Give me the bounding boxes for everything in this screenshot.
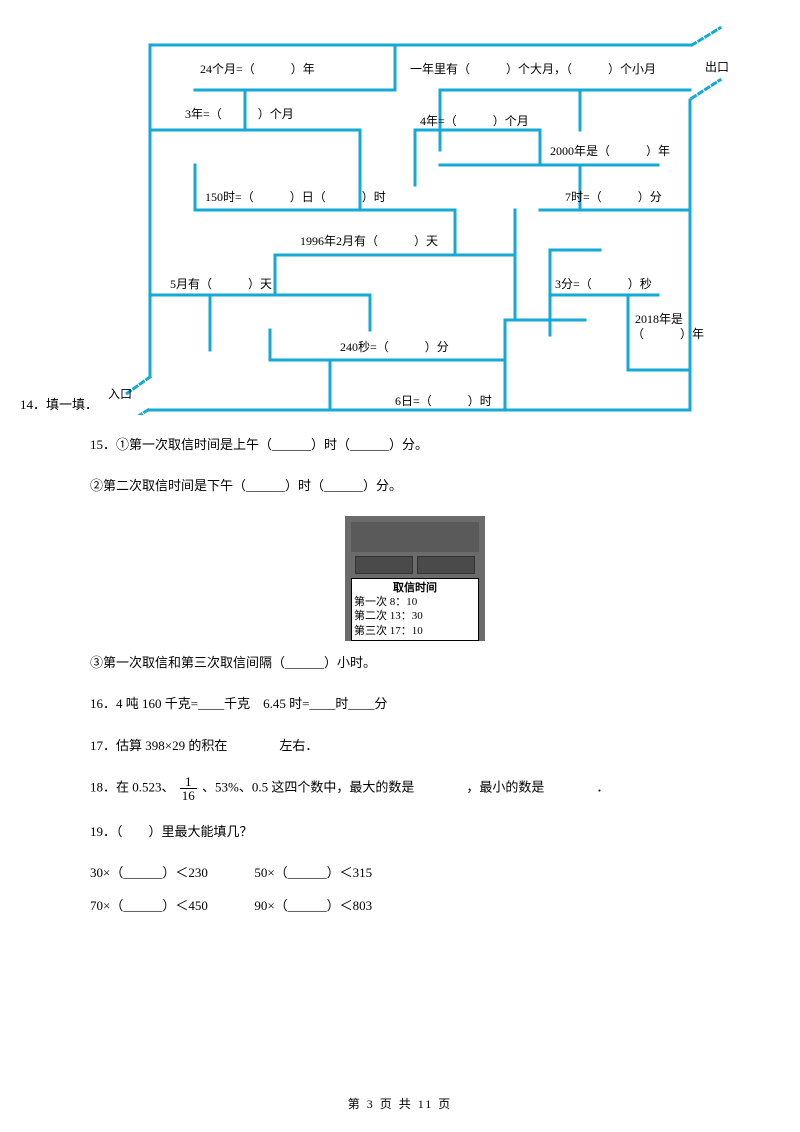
q18-pre: 18．在 0.523、: [90, 780, 175, 795]
q19-head: 19．（ ）里最大能填几？: [90, 820, 740, 843]
maze-svg: [110, 20, 730, 415]
maze-label-3y: 3年=（ ）个月: [185, 105, 294, 122]
maze-label-2018b: （ ）年: [632, 325, 704, 342]
q15-line1: 15．①第一次取信时间是上午（______）时（______）分。: [90, 433, 740, 456]
maze-label-240s: 240秒=（ ）分: [340, 338, 449, 355]
mailbox-title: 取信时间: [354, 581, 476, 595]
mailbox-row: 第一次 8：10: [354, 595, 476, 609]
q19-r2a: 70×（______）＜450: [90, 898, 208, 913]
q19-r1b: 50×（______）＜315: [254, 865, 372, 880]
fraction: 1 16: [180, 775, 197, 802]
mailbox-panel: 取信时间 第一次 8：10 第二次 13：30 第三次 17：10: [351, 578, 479, 641]
q19-r1a: 30×（______）＜230: [90, 865, 208, 880]
page-footer: 第 3 页 共 11 页: [0, 1095, 800, 1112]
maze-label-6d: 6日=（ ）时: [395, 392, 492, 409]
maze-label-year: 一年里有（ ）个大月，（ ）个小月: [410, 60, 656, 77]
mailbox-slot: [355, 556, 413, 574]
mailbox-row: 第三次 17：10: [354, 624, 476, 638]
maze-label-3m: 3分=（ ）秒: [555, 275, 652, 292]
q19-row1: 30×（______）＜230 50×（______）＜315: [90, 862, 740, 881]
q19-row2: 70×（______）＜450 90×（______）＜803: [90, 895, 740, 914]
q15-line3: ③第一次取信和第三次取信间隔（______）小时。: [90, 651, 740, 674]
q18-post: 、53%、0.5 这四个数中，最大的数是 ，最小的数是 ．: [202, 780, 609, 795]
q19-r2b: 90×（______）＜803: [254, 898, 372, 913]
maze-label-feb1996: 1996年2月有（ ）天: [300, 232, 438, 249]
maze-label-entry: 入口: [108, 385, 132, 402]
fraction-den: 16: [180, 789, 197, 802]
maze-diagram: 14．填一填．: [110, 20, 730, 415]
q15-line2: ②第二次取信时间是下午（______）时（______）分。: [90, 474, 740, 497]
q18: 18．在 0.523、 1 16 、53%、0.5 这四个数中，最大的数是 ，最…: [90, 775, 740, 802]
mailbox-slot: [417, 556, 475, 574]
mailbox-row: 第二次 13：30: [354, 609, 476, 623]
maze-label-4y: 4年=（ ）个月: [420, 112, 529, 129]
maze-label-24m: 24个月=（ ）年: [200, 60, 315, 77]
q17: 17．估算 398×29 的积在 左右．: [90, 734, 740, 757]
mailbox-figure: 取信时间 第一次 8：10 第二次 13：30 第三次 17：10: [325, 516, 505, 641]
maze-label-7h: 7时=（ ）分: [565, 188, 662, 205]
q16: 16．4 吨 160 千克=____千克 6.45 时=____时____分: [90, 692, 740, 715]
q14-label: 14．填一填．: [20, 394, 98, 413]
maze-label-may: 5月有（ ）天: [170, 275, 272, 292]
mailbox-top: [351, 522, 479, 552]
maze-label-150h: 150时=（ ）日（ ）时: [205, 188, 386, 205]
maze-label-exit: 出口: [705, 58, 729, 75]
fraction-num: 1: [180, 775, 197, 789]
maze-label-2000: 2000年是（ ）年: [550, 142, 670, 159]
